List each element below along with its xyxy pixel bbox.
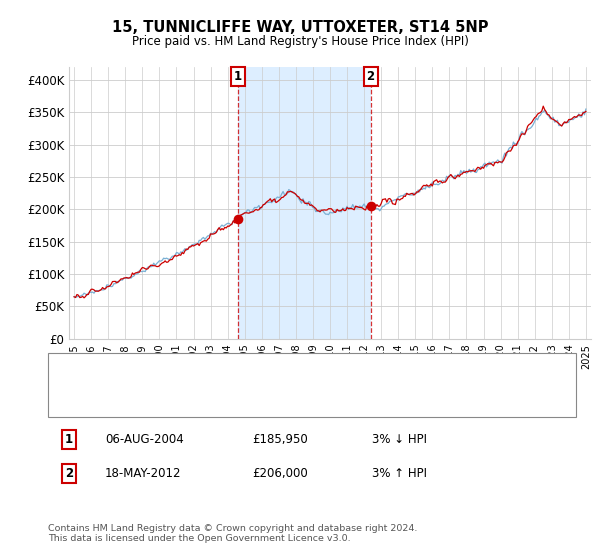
Text: 1: 1 [65, 433, 73, 446]
Text: 2: 2 [367, 71, 374, 83]
Text: Price paid vs. HM Land Registry's House Price Index (HPI): Price paid vs. HM Land Registry's House … [131, 35, 469, 48]
Text: 18-MAY-2012: 18-MAY-2012 [105, 466, 182, 480]
Text: HPI: Average price, detached house, East Staffordshire: HPI: Average price, detached house, East… [117, 394, 403, 404]
Text: 15, TUNNICLIFFE WAY, UTTOXETER, ST14 5NP: 15, TUNNICLIFFE WAY, UTTOXETER, ST14 5NP [112, 20, 488, 35]
Text: 3% ↑ HPI: 3% ↑ HPI [372, 466, 427, 480]
Text: 3% ↓ HPI: 3% ↓ HPI [372, 433, 427, 446]
Text: 1: 1 [234, 71, 242, 83]
Text: £185,950: £185,950 [252, 433, 308, 446]
Text: 06-AUG-2004: 06-AUG-2004 [105, 433, 184, 446]
Text: Contains HM Land Registry data © Crown copyright and database right 2024.
This d: Contains HM Land Registry data © Crown c… [48, 524, 418, 543]
Text: 2: 2 [65, 466, 73, 480]
Bar [238, 67, 371, 339]
Text: £206,000: £206,000 [252, 466, 308, 480]
Text: 15, TUNNICLIFFE WAY, UTTOXETER, ST14 5NP (detached house): 15, TUNNICLIFFE WAY, UTTOXETER, ST14 5NP… [117, 366, 448, 376]
